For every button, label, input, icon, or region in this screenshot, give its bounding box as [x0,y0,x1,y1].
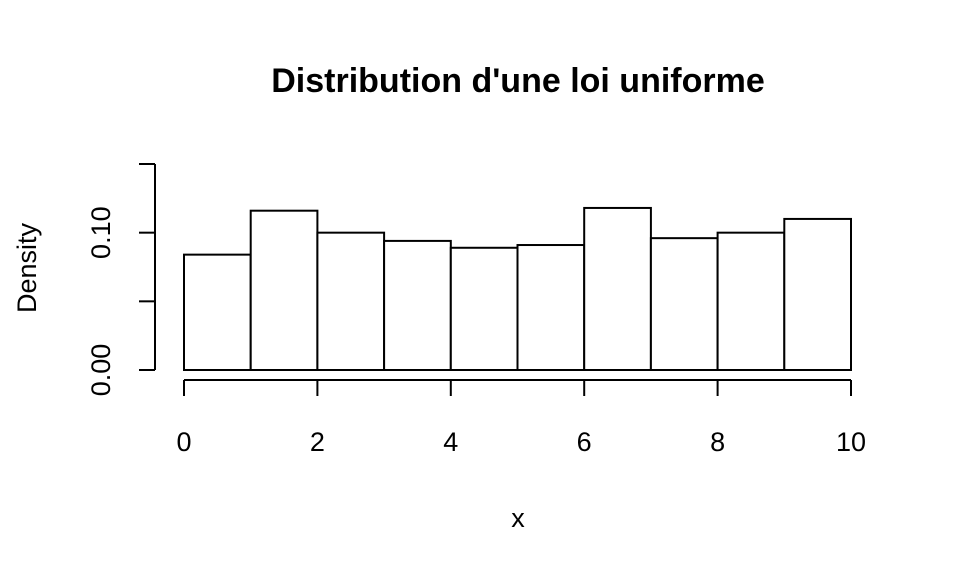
histogram-bar-3 [316,231,386,371]
x-tick-label-10: 10 [836,427,866,457]
histogram-bar-8 [649,237,719,371]
histogram-bar-6 [516,244,586,372]
chart-title: Distribution d'une loi uniforme [271,62,765,100]
x-tick-label-6: 6 [577,427,592,457]
bars-group [183,206,852,372]
x-tick-label-2: 2 [310,427,325,457]
histogram-bar-5 [449,246,519,371]
histogram-bar-7 [583,206,652,371]
y-axis: 0.00 0.10 [86,163,156,397]
x-axis: 0 2 4 6 8 10 [176,379,866,457]
histogram-bar-1 [183,253,252,371]
x-tick-label-4: 4 [443,427,458,457]
y-tick-label-0: 0.00 [86,344,116,397]
histogram-bar-9 [716,231,786,371]
histogram-bar-4 [383,239,452,371]
x-tick-label-8: 8 [710,427,725,457]
y-axis-label: Density [12,222,42,313]
histogram-bar-2 [249,209,319,371]
x-tick-label-0: 0 [176,427,191,457]
histogram-bar-10 [783,217,852,371]
y-tick-label-2: 0.10 [86,206,116,259]
x-axis-label: x [511,503,525,533]
